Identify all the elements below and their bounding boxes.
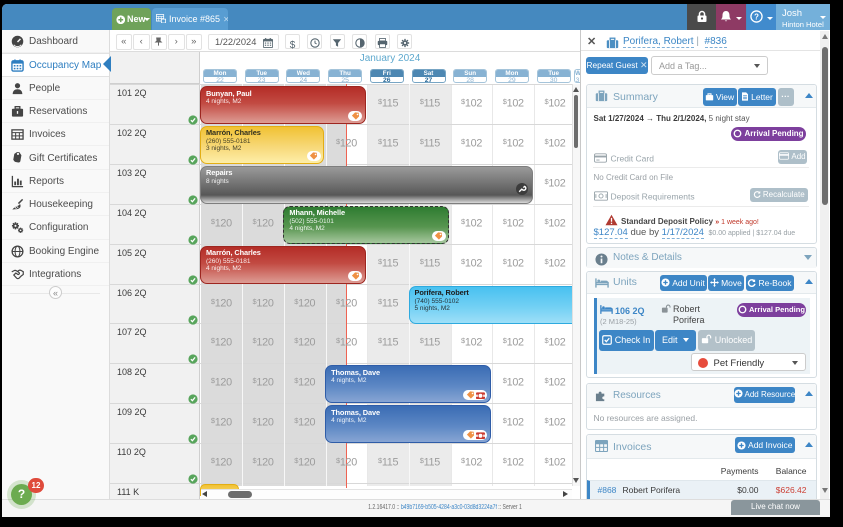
svg-text:?: ?	[754, 12, 759, 21]
